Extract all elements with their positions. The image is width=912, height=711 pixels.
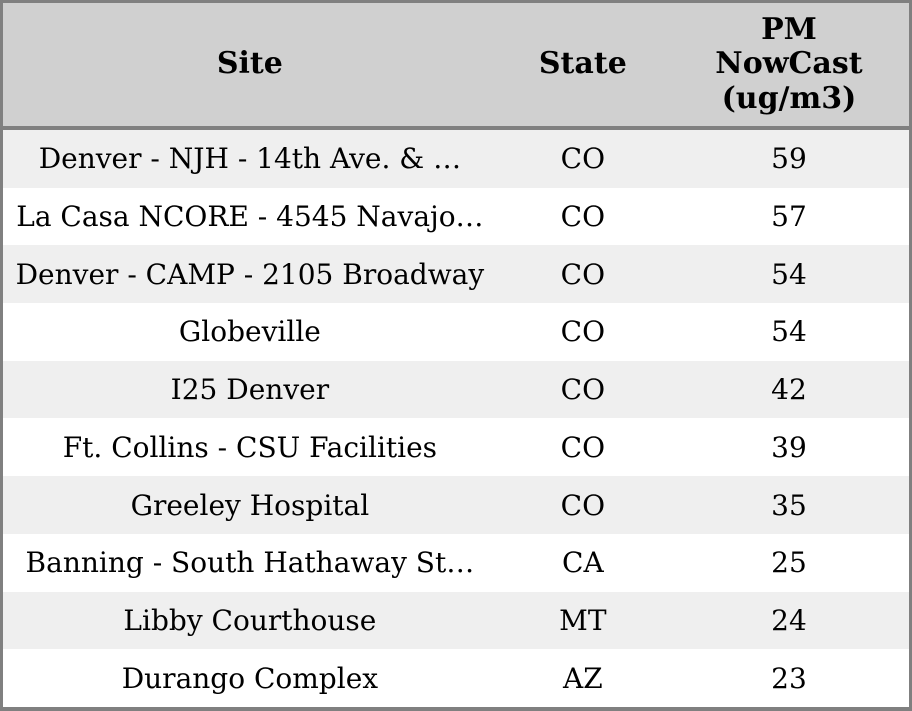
pm-nowcast-cell: 57 xyxy=(668,187,909,246)
state-cell: CO xyxy=(496,360,669,419)
pm-nowcast-table: Site State PM NowCast (ug/m3) Denver - N… xyxy=(3,3,909,707)
table-row: Libby Courthouse MT 24 xyxy=(3,591,909,650)
pm-nowcast-cell: 42 xyxy=(668,360,909,419)
table-row: Denver - NJH - 14th Ave. & … CO 59 xyxy=(3,128,909,188)
state-cell: CO xyxy=(496,128,669,188)
column-header-site-label: Site xyxy=(216,46,283,82)
state-cell: CO xyxy=(496,303,669,361)
state-cell: AZ xyxy=(496,649,669,707)
site-cell: Denver - NJH - 14th Ave. & … xyxy=(3,128,497,188)
table-row: La Casa NCORE - 4545 Navajo… CO 57 xyxy=(3,187,909,246)
pm-nowcast-cell: 39 xyxy=(668,418,909,477)
column-header-pm-nowcast: PM NowCast (ug/m3) xyxy=(668,3,909,130)
header-row: Site State PM NowCast (ug/m3) xyxy=(3,3,909,130)
state-cell: CO xyxy=(496,187,669,246)
site-cell: Globeville xyxy=(3,303,497,361)
pm-nowcast-cell: 24 xyxy=(668,591,909,650)
table-row: Globeville CO 54 xyxy=(3,303,909,361)
site-cell: Libby Courthouse xyxy=(3,591,497,650)
site-cell: Banning - South Hathaway St… xyxy=(3,533,497,592)
table-row: Greeley Hospital CO 35 xyxy=(3,476,909,534)
site-cell: I25 Denver xyxy=(3,360,497,419)
pm-nowcast-cell: 54 xyxy=(668,303,909,361)
table-row: Durango Complex AZ 23 xyxy=(3,649,909,707)
table-row: Ft. Collins - CSU Facilities CO 39 xyxy=(3,418,909,477)
pm-nowcast-cell: 35 xyxy=(668,476,909,534)
table-row: I25 Denver CO 42 xyxy=(3,360,909,419)
state-cell: CA xyxy=(496,533,669,592)
column-header-pm-nowcast-label: PM NowCast (ug/m3) xyxy=(715,11,863,116)
state-cell: CO xyxy=(496,476,669,534)
state-cell: CO xyxy=(496,245,669,304)
pm-nowcast-cell: 23 xyxy=(668,649,909,707)
state-cell: MT xyxy=(496,591,669,650)
column-header-site: Site xyxy=(3,3,497,130)
site-cell: Durango Complex xyxy=(3,649,497,707)
column-header-state-label: State xyxy=(538,46,627,82)
site-cell: Denver - CAMP - 2105 Broadway xyxy=(3,245,497,304)
state-cell: CO xyxy=(496,418,669,477)
pm-nowcast-cell: 59 xyxy=(668,128,909,188)
table-row: Denver - CAMP - 2105 Broadway CO 54 xyxy=(3,245,909,304)
pm-nowcast-cell: 54 xyxy=(668,245,909,304)
table-row: Banning - South Hathaway St… CA 25 xyxy=(3,533,909,592)
site-cell: Ft. Collins - CSU Facilities xyxy=(3,418,497,477)
column-header-state: State xyxy=(496,3,669,130)
site-cell: Greeley Hospital xyxy=(3,476,497,534)
pm-nowcast-cell: 25 xyxy=(668,533,909,592)
site-cell: La Casa NCORE - 4545 Navajo… xyxy=(3,187,497,246)
